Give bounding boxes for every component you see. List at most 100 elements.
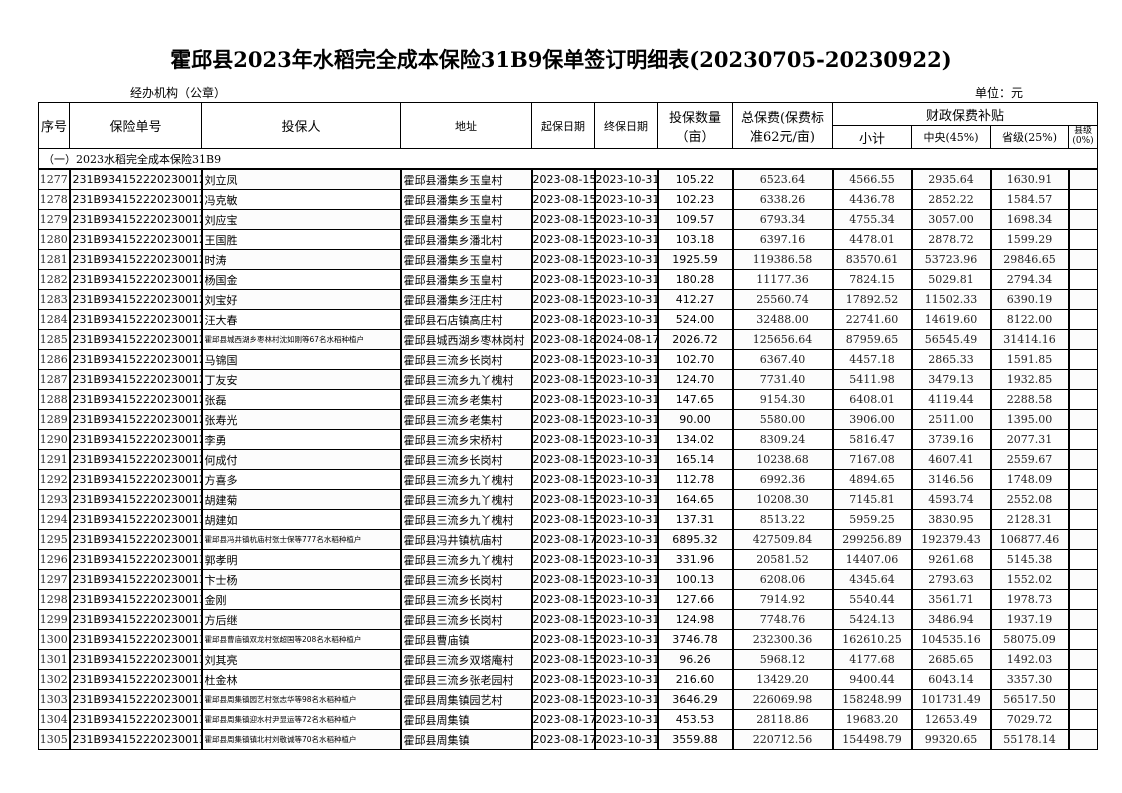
subsidy-provincial: 56517.50 — [989, 689, 1069, 710]
end-date: 2023-10-31 — [593, 509, 658, 530]
subsidy-central: 101731.49 — [910, 689, 991, 710]
start-date: 2023-08-15 — [530, 489, 595, 510]
subsidy-county — [1067, 168, 1099, 190]
subsidy-subtotal: 87959.65 — [831, 329, 912, 350]
policy-number: 231B93415222023001297 — [68, 449, 202, 470]
policy-number: 231B93415222023001304 — [68, 589, 202, 610]
insured-quantity: 105.22 — [656, 168, 733, 190]
insured-quantity: 180.28 — [656, 269, 733, 290]
table-row: 1301231B93415222023001307刘其亮霍邱县三流乡双塔庵村20… — [38, 649, 1099, 670]
table-row: 1288231B93415222023001294张磊霍邱县三流乡老集村2023… — [38, 389, 1099, 410]
subsidy-provincial: 8122.00 — [989, 309, 1069, 330]
subsidy-subtotal: 4177.68 — [831, 649, 912, 670]
subsidy-central: 3739.16 — [910, 429, 991, 450]
subsidy-county — [1067, 469, 1099, 490]
address: 霍邱县三流乡九丫槐村 — [399, 469, 532, 490]
policy-holder: 霍邱县周集镇园艺村张志华等98名水稻种植户 — [200, 689, 401, 710]
subsidy-subtotal: 4755.34 — [831, 209, 912, 230]
total-premium: 6992.36 — [731, 469, 833, 490]
subsidy-subtotal: 4478.01 — [831, 229, 912, 250]
start-date: 2023-08-15 — [530, 168, 595, 190]
start-date: 2023-08-15 — [530, 509, 595, 530]
row-index: 1303 — [38, 689, 70, 710]
total-premium: 5968.12 — [731, 649, 833, 670]
subsidy-central: 2511.00 — [910, 409, 991, 430]
start-date: 2023-08-15 — [530, 209, 595, 230]
policy-holder: 时涛 — [200, 249, 401, 270]
insured-quantity: 1925.59 — [656, 249, 733, 270]
header-start-date: 起保日期 — [531, 102, 595, 149]
table-row: 1305231B93415222023001311霍邱县周集镇镇北村刘敬诚等70… — [38, 729, 1099, 750]
table-row: 1277231B93415222023001283刘立凤霍邱县潘集乡玉皇村202… — [38, 168, 1099, 190]
subsidy-provincial: 58075.09 — [989, 629, 1069, 650]
subsidy-provincial: 3357.30 — [989, 669, 1069, 690]
row-index: 1281 — [38, 249, 70, 270]
page-title: 霍邱县2023年水稻完全成本保险31B9保单签订明细表(20230705-202… — [170, 47, 952, 72]
policy-number: 231B93415222023001285 — [68, 209, 202, 230]
row-index: 1285 — [38, 329, 70, 350]
subsidy-provincial: 5145.38 — [989, 549, 1069, 570]
total-premium: 427509.84 — [731, 529, 833, 550]
row-index: 1302 — [38, 669, 70, 690]
start-date: 2023-08-15 — [530, 249, 595, 270]
policy-holder: 刘应宝 — [200, 209, 401, 230]
subsidy-county — [1067, 609, 1099, 630]
address: 霍邱县三流乡九丫槐村 — [399, 549, 532, 570]
table-row: 1296231B93415222023001302郭孝明霍邱县三流乡九丫槐村20… — [38, 549, 1099, 570]
insured-quantity: 124.98 — [656, 609, 733, 630]
policy-number: 231B93415222023001292 — [68, 349, 202, 370]
total-premium: 6338.26 — [731, 189, 833, 210]
row-index: 1278 — [38, 189, 70, 210]
policy-holder: 张磊 — [200, 389, 401, 410]
end-date: 2023-10-31 — [593, 209, 658, 230]
end-date: 2023-10-31 — [593, 609, 658, 630]
subsidy-provincial: 2794.34 — [989, 269, 1069, 290]
total-premium: 10208.30 — [731, 489, 833, 510]
row-index: 1299 — [38, 609, 70, 630]
subsidy-central: 2865.33 — [910, 349, 991, 370]
policy-number: 231B93415222023001295 — [68, 409, 202, 430]
subsidy-provincial: 1584.57 — [989, 189, 1069, 210]
end-date: 2023-10-31 — [593, 349, 658, 370]
subsidy-subtotal: 4436.78 — [831, 189, 912, 210]
policy-table: 序号 保险单号 投保人 地址 起保日期 终保日期 投保数量（亩） 总保费(保费标… — [37, 102, 1099, 750]
address: 霍邱县周集镇 — [399, 729, 532, 750]
subsidy-central: 4593.74 — [910, 489, 991, 510]
address: 霍邱县潘集乡玉皇村 — [399, 209, 532, 230]
address: 霍邱县三流乡九丫槐村 — [399, 509, 532, 530]
start-date: 2023-08-15 — [530, 569, 595, 590]
policy-number: 231B93415222023001288 — [68, 269, 202, 290]
end-date: 2023-10-31 — [593, 449, 658, 470]
policy-holder: 刘其亮 — [200, 649, 401, 670]
start-date: 2023-08-15 — [530, 289, 595, 310]
end-date: 2023-10-31 — [593, 168, 658, 190]
subsidy-central: 12653.49 — [910, 709, 991, 730]
subsidy-subtotal: 6408.01 — [831, 389, 912, 410]
row-index: 1297 — [38, 569, 70, 590]
subsidy-county — [1067, 669, 1099, 690]
subsidy-subtotal: 4345.64 — [831, 569, 912, 590]
subsidy-county — [1067, 269, 1099, 290]
insured-quantity: 453.53 — [656, 709, 733, 730]
policy-holder: 冯克敏 — [200, 189, 401, 210]
address: 霍邱县曹庙镇 — [399, 629, 532, 650]
policy-holder: 刘宝好 — [200, 289, 401, 310]
policy-holder: 张寿光 — [200, 409, 401, 430]
insured-quantity: 134.02 — [656, 429, 733, 450]
subsidy-subtotal: 14407.06 — [831, 549, 912, 570]
policy-number: 231B93415222023001286 — [68, 229, 202, 250]
subsidy-county — [1067, 589, 1099, 610]
total-premium: 10238.68 — [731, 449, 833, 470]
total-premium: 6397.16 — [731, 229, 833, 250]
subsidy-subtotal: 154498.79 — [831, 729, 912, 750]
address: 霍邱县三流乡双塔庵村 — [399, 649, 532, 670]
policy-number: 231B93415222023001307 — [68, 649, 202, 670]
start-date: 2023-08-17 — [530, 709, 595, 730]
table-row: 1298231B93415222023001304金刚霍邱县三流乡长岗村2023… — [38, 589, 1099, 610]
subsidy-provincial: 2559.67 — [989, 449, 1069, 470]
insured-quantity: 112.78 — [656, 469, 733, 490]
subsidy-county — [1067, 409, 1099, 430]
end-date: 2023-10-31 — [593, 549, 658, 570]
end-date: 2023-10-31 — [593, 629, 658, 650]
subsidy-central: 3561.71 — [910, 589, 991, 610]
